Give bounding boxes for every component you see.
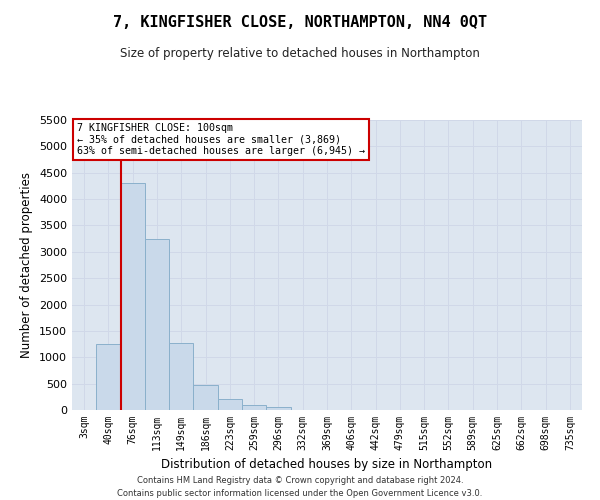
Text: Contains HM Land Registry data © Crown copyright and database right 2024.
Contai: Contains HM Land Registry data © Crown c… xyxy=(118,476,482,498)
Bar xyxy=(145,238,169,410)
X-axis label: Distribution of detached houses by size in Northampton: Distribution of detached houses by size … xyxy=(161,458,493,471)
Bar xyxy=(218,400,242,410)
Text: 7, KINGFISHER CLOSE, NORTHAMPTON, NN4 0QT: 7, KINGFISHER CLOSE, NORTHAMPTON, NN4 0Q… xyxy=(113,15,487,30)
Bar xyxy=(121,184,145,410)
Bar xyxy=(242,404,266,410)
Bar xyxy=(193,384,218,410)
Y-axis label: Number of detached properties: Number of detached properties xyxy=(20,172,34,358)
Bar xyxy=(169,343,193,410)
Text: 7 KINGFISHER CLOSE: 100sqm
← 35% of detached houses are smaller (3,869)
63% of s: 7 KINGFISHER CLOSE: 100sqm ← 35% of deta… xyxy=(77,123,365,156)
Bar xyxy=(266,407,290,410)
Text: Size of property relative to detached houses in Northampton: Size of property relative to detached ho… xyxy=(120,48,480,60)
Bar xyxy=(96,344,121,410)
